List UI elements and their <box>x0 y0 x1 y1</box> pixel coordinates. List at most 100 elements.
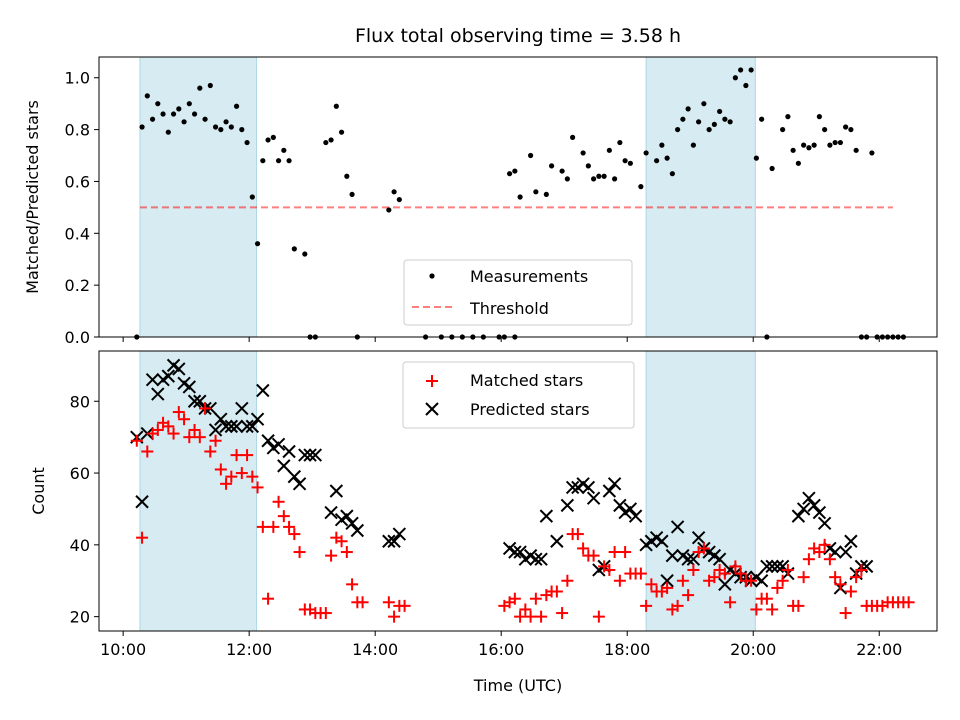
matched-star-point <box>603 563 616 576</box>
matched-star-point <box>251 481 264 494</box>
predicted-star-point <box>691 530 706 545</box>
measurement-point <box>780 126 786 133</box>
matched-star-point <box>241 449 254 462</box>
matched-star-point <box>781 563 794 576</box>
bottom-plot-frame <box>98 350 938 632</box>
y-tick-label: 60 <box>70 464 90 483</box>
measurement-point <box>165 129 171 135</box>
matched-star-point <box>760 592 773 605</box>
measurement-point <box>591 176 597 182</box>
measurement-point <box>738 67 744 73</box>
measurement-point <box>690 142 696 148</box>
measurement-point <box>785 114 791 120</box>
measurement-point <box>386 207 392 213</box>
matched-star-point <box>288 528 301 541</box>
measurement-point <box>281 147 287 153</box>
matched-star-point <box>771 581 784 594</box>
predicted-star-point <box>760 559 774 574</box>
measurement-point <box>585 163 591 169</box>
matched-star-point <box>855 563 868 576</box>
matched-star-point <box>141 445 154 458</box>
matched-star-point <box>325 549 338 562</box>
predicted-star-point <box>628 509 643 523</box>
predicted-star-point <box>145 373 160 387</box>
predicted-star-point <box>770 559 785 574</box>
predicted-star-point <box>256 383 270 398</box>
measurement-point <box>528 152 534 159</box>
measurement-point <box>160 111 166 117</box>
matched-star-point <box>613 574 626 587</box>
matched-star-point <box>136 531 149 544</box>
matched-star-point <box>272 495 285 508</box>
measurement-point <box>570 134 576 140</box>
measurement-point <box>139 124 145 130</box>
predicted-star-point <box>182 380 197 394</box>
matched-star-point <box>246 470 259 483</box>
measurement-point <box>811 142 817 148</box>
measurement-point <box>349 191 355 198</box>
legend-measurements-label: Measurements <box>470 267 588 286</box>
matched-star-point <box>130 434 143 447</box>
predicted-star-point <box>602 484 617 498</box>
measurement-point <box>517 194 523 200</box>
predicted-star-point <box>240 419 254 434</box>
measurement-point <box>654 158 660 164</box>
top-plot-frame <box>98 56 938 338</box>
measurement-point <box>176 106 182 112</box>
y-tick-label: 1.0 <box>65 69 90 88</box>
y-tick-label: 0.2 <box>65 276 90 295</box>
predicted-star-point <box>282 444 296 459</box>
predicted-star-point <box>382 534 396 548</box>
measurement-point <box>596 173 602 179</box>
predicted-star-point <box>508 545 522 559</box>
x-tick-label: 16:00 <box>478 640 524 659</box>
predicted-star-point <box>350 523 365 538</box>
measurement-point <box>239 126 245 133</box>
predicted-star-point <box>765 559 779 574</box>
bottom-y-axis-label: Count <box>29 467 48 515</box>
y-tick-label: 20 <box>70 608 90 627</box>
measurement-point <box>233 103 240 109</box>
matched-star-point <box>745 574 758 587</box>
matched-star-point <box>335 535 348 548</box>
matched-star-point <box>319 607 332 620</box>
predicted-star-point <box>607 477 622 491</box>
measurement-point <box>664 155 670 161</box>
measurement-point <box>275 158 282 164</box>
predicted-star-point <box>208 423 223 437</box>
matched-star-point <box>340 546 353 559</box>
predicted-star-point <box>560 498 575 513</box>
predicted-star-point <box>387 534 401 548</box>
measurement-point <box>564 176 570 182</box>
predicted-star-point <box>392 527 407 541</box>
y-tick-label: 0.4 <box>65 224 90 243</box>
matched-star-point <box>813 546 826 559</box>
measurement-point <box>212 124 219 130</box>
measurement-point <box>711 121 717 128</box>
measurement-point <box>816 114 822 120</box>
predicted-star-point <box>791 509 806 523</box>
y-tick-label: 80 <box>70 392 90 411</box>
x-tick-label: 12:00 <box>226 640 272 659</box>
y-tick-label: 40 <box>70 536 90 555</box>
predicted-star-point <box>655 534 669 548</box>
matched-star-point <box>267 520 280 533</box>
measurement-point <box>506 171 513 177</box>
measurement-point <box>181 119 187 125</box>
measurement-point <box>759 116 765 122</box>
matched-star-point <box>834 578 847 591</box>
matched-star-point <box>608 546 621 559</box>
predicted-star-point <box>340 509 354 523</box>
measurement-point <box>722 116 728 122</box>
measurement-point <box>396 196 402 203</box>
matched-star-point <box>829 571 842 584</box>
matched-star-point <box>188 423 201 436</box>
measurement-point <box>643 150 649 156</box>
matched-star-point <box>183 431 196 444</box>
chart-title: Flux total observing time = 3.58 h <box>355 25 681 47</box>
measurement-point <box>832 139 838 146</box>
measurement-point <box>790 147 796 153</box>
measurement-point <box>848 126 854 133</box>
predicted-star-point <box>250 412 265 426</box>
matched-star-point <box>550 585 563 598</box>
